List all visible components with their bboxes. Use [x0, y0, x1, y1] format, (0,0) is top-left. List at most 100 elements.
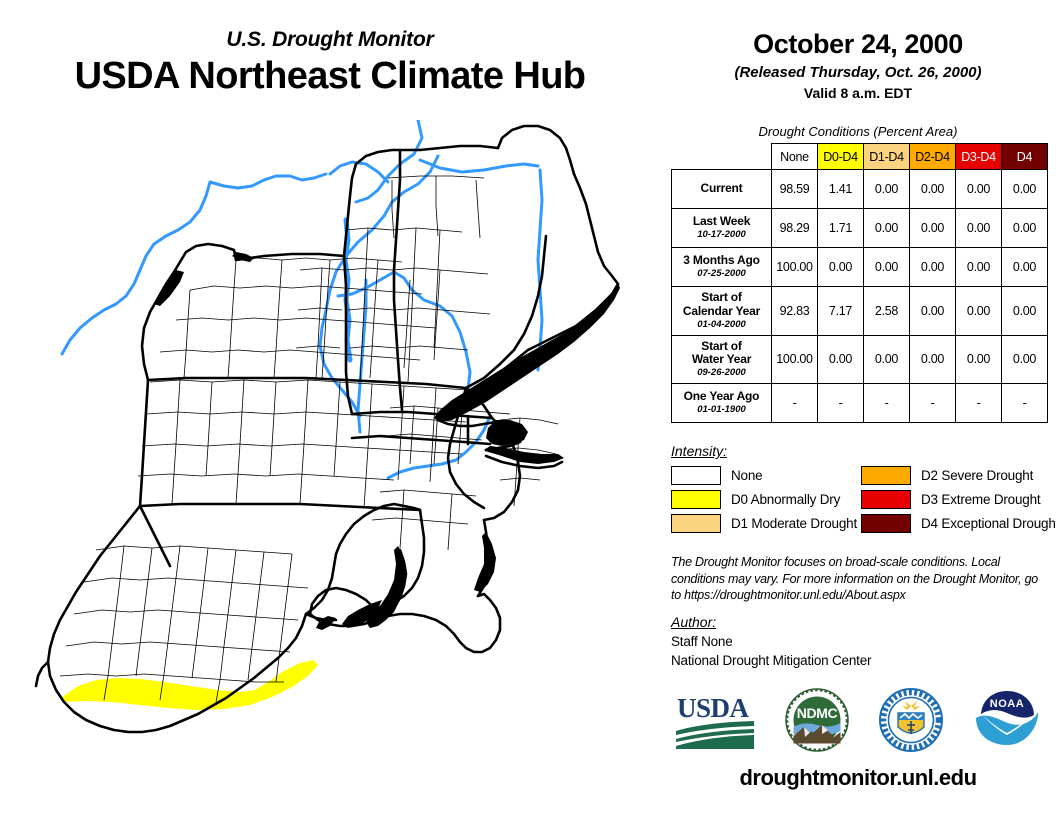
table-col-header-d0-d4: D0-D4 — [817, 143, 864, 170]
map-svg — [34, 120, 620, 734]
table-cell: 0.00 — [909, 286, 956, 336]
drought-map[interactable] — [0, 120, 660, 740]
table-cell: 98.59 — [771, 169, 818, 209]
table-col-header-d1-d4: D1-D4 — [863, 143, 910, 170]
table-row: 3 Months Ago 07-25-2000 100.00 0.00 0.00 0.00… — [671, 247, 1048, 287]
commerce-seal-icon — [878, 687, 944, 758]
table-cell: 92.83 — [771, 286, 818, 336]
table-cell: 0.00 — [1001, 334, 1048, 385]
legend-label: None — [731, 468, 763, 483]
table-cell: 0.00 — [955, 247, 1002, 287]
table-corner-cell — [672, 144, 772, 170]
legend-label: D4 Exceptional Drought — [921, 516, 1056, 531]
author-organization: National Drought Mitigation Center — [671, 652, 872, 668]
legend-label: D2 Severe Drought — [921, 468, 1034, 483]
noaa-logo: NOAA — [972, 687, 1042, 758]
table-cell: - — [771, 383, 818, 424]
table-cell: - — [1001, 383, 1048, 424]
author-block: Author: Staff None National Drought Miti… — [671, 614, 1046, 670]
table-cell: 0.00 — [817, 247, 864, 287]
legend-swatch — [861, 490, 911, 509]
row-label-name: Current — [700, 181, 743, 196]
table-cell: 0.00 — [817, 334, 864, 385]
logo-row: USDA NDMC — [660, 686, 1056, 758]
table-cell: 0.00 — [1001, 169, 1048, 209]
row-label-date: 10-17-2000 — [697, 228, 746, 240]
table-cell: 0.00 — [909, 169, 956, 209]
legend-item: D2 Severe Drought — [861, 466, 1051, 485]
table-cell: 2.58 — [863, 286, 910, 336]
legend-swatch — [671, 514, 721, 533]
map-d0-region — [62, 660, 318, 710]
legend-item: None — [671, 466, 861, 485]
map-coastline-detail — [154, 252, 620, 630]
intensity-legend: Intensity: None D2 Severe Drought D0 Abnor… — [671, 443, 1056, 533]
drought-conditions-table: None D0-D4 D1-D4 D2-D4 D3-D4 D4 Current 98.59 1… — [671, 143, 1048, 424]
map-state-lines — [34, 124, 620, 734]
row-label-date: 01-01-1900 — [697, 403, 746, 415]
site-url: droughtmonitor.unl.edu — [739, 765, 977, 790]
intensity-title: Intensity: — [671, 443, 728, 459]
table-row: One Year Ago 01-01-1900- - - - - - — [671, 383, 1048, 424]
map-county-lines — [59, 175, 559, 703]
row-label-name: Start of Calendar Year — [682, 290, 761, 318]
map-rivers — [60, 120, 544, 480]
row-label: Current — [671, 169, 772, 209]
legend-label: D0 Abnormally Dry — [731, 492, 841, 507]
table-cell: - — [955, 383, 1002, 424]
table-row: Start of Calendar Year 01-04-2000 92.83 7.17… — [671, 286, 1048, 336]
table-row: Start of Water Year 09-26-2000 100.00 0.00 0.… — [671, 334, 1048, 385]
row-label: Start of Water Year 09-26-2000 — [671, 334, 772, 385]
usda-logo: USDA — [674, 689, 756, 756]
table-header-row: None D0-D4 D1-D4 D2-D4 D3-D4 D4 — [672, 143, 1048, 170]
row-label: Last Week 10-17-2000 — [671, 208, 772, 248]
author-name: Staff None — [671, 634, 733, 649]
svg-text:NOAA: NOAA — [990, 698, 1024, 710]
svg-text:USDA: USDA — [677, 693, 750, 723]
table-cell: 0.00 — [863, 208, 910, 248]
legend-item: D1 Moderate Drought — [671, 514, 861, 533]
legend-item: D0 Abnormally Dry — [671, 490, 861, 509]
row-label-date: 09-26-2000 — [697, 367, 746, 379]
ndmc-logo: NDMC — [784, 687, 850, 758]
intensity-legend-grid: None D2 Severe Drought D0 Abnormally Dry D3… — [671, 466, 1056, 533]
table-cell: 100.00 — [771, 247, 818, 287]
table-header: None D0-D4 D1-D4 D2-D4 D3-D4 D4 — [672, 143, 1048, 170]
table-col-header-d4: D4 — [1001, 143, 1048, 170]
table-cell: 0.00 — [1001, 286, 1048, 336]
table-cell: 0.00 — [909, 334, 956, 385]
author-title: Author: — [671, 614, 717, 630]
table-cell: 0.00 — [863, 169, 910, 209]
valid-time: Valid 8 a.m. EDT — [803, 84, 913, 101]
table-col-header-d3-d4: D3-D4 — [955, 143, 1002, 170]
row-label-name: 3 Months Ago — [683, 253, 760, 268]
table-cell: 1.71 — [817, 208, 864, 248]
map-date: October 24, 2000 — [753, 29, 963, 59]
table-row: Current 98.59 1.41 0.00 0.00 0.00 0.00 — [671, 169, 1048, 209]
table-col-header-d2-d4: D2-D4 — [909, 143, 956, 170]
disclaimer-text: The Drought Monitor focuses on broad-sca… — [671, 555, 1038, 602]
table-col-header-none: None — [771, 143, 818, 170]
table-cell: 7.17 — [817, 286, 864, 336]
table-cell: 98.29 — [771, 208, 818, 248]
row-label-name: One Year Ago — [683, 389, 760, 404]
svg-text:NDMC: NDMC — [797, 705, 838, 721]
table-caption: Drought Conditions (Percent Area) — [758, 124, 958, 139]
row-label-date: 01-04-2000 — [697, 318, 746, 330]
table-cell: 0.00 — [1001, 247, 1048, 287]
row-label: Start of Calendar Year 01-04-2000 — [671, 286, 772, 336]
row-label-name: Last Week — [692, 214, 751, 229]
legend-swatch — [671, 490, 721, 509]
table-row: Last Week 10-17-2000 98.29 1.71 0.00 0.00 0.00… — [671, 208, 1048, 248]
table-cell: 0.00 — [863, 247, 910, 287]
legend-label: D3 Extreme Drought — [921, 492, 1041, 507]
table-cell: 0.00 — [955, 334, 1002, 385]
legend-swatch — [861, 514, 911, 533]
table-cell: 1.41 — [817, 169, 864, 209]
table-cell: 0.00 — [955, 286, 1002, 336]
legend-swatch — [671, 466, 721, 485]
legend-label: D1 Moderate Drought — [731, 516, 858, 531]
table-cell: 0.00 — [955, 169, 1002, 209]
drought-monitor-subtitle: U.S. Drought Monitor — [226, 28, 434, 51]
right-header-block: October 24, 2000 (Released Thursday, Oct… — [660, 29, 1056, 101]
